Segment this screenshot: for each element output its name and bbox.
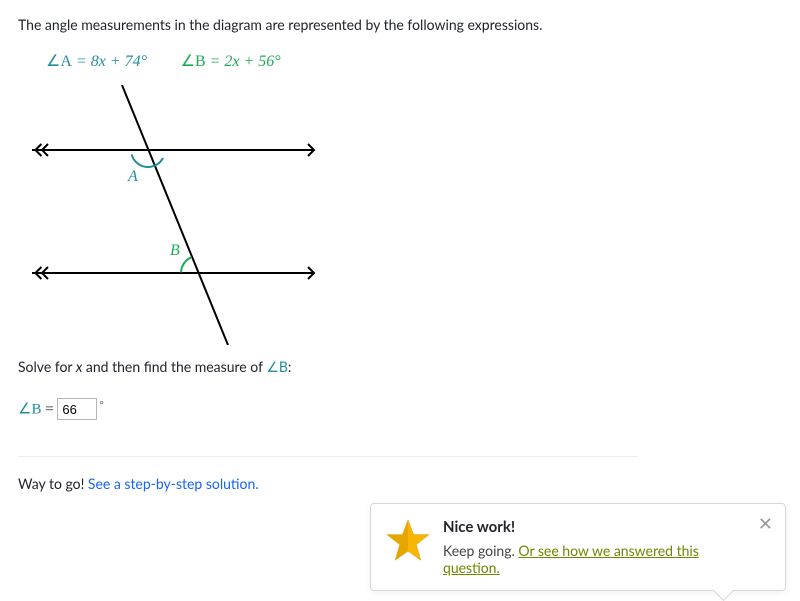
answer-equals: = (41, 402, 57, 418)
question-intro: The angle measurements in the diagram ar… (18, 16, 782, 33)
expr-b: ∠B = 2x + 56° (181, 51, 281, 71)
toast-title: Nice work! (443, 518, 751, 536)
answer-row: ∠B = ° (18, 398, 782, 420)
toast-body: Keep going. Or see how we answered this … (443, 542, 751, 576)
solve-suffix: and then find the measure of (82, 358, 266, 375)
inline-feedback: Way to go! See a step-by-step solution. (18, 475, 782, 492)
expr-b-angle: ∠B (181, 53, 206, 70)
expr-a-angle: ∠A (46, 53, 72, 70)
feedback-cheer: Way to go! (18, 475, 88, 492)
solve-colon: : (288, 358, 292, 375)
solve-prompt: Solve for x and then find the measure of… (18, 358, 782, 376)
close-icon[interactable]: ✕ (758, 514, 773, 532)
solve-angle: ∠B (266, 358, 288, 375)
svg-text:A: A (127, 168, 138, 185)
answer-angle-label: ∠B (18, 402, 41, 418)
expr-b-rhs: = 2x + 56° (206, 53, 281, 70)
svg-text:B: B (170, 242, 180, 259)
expr-a: ∠A = 8x + 74° (46, 51, 147, 71)
success-toast: ✕ Nice work! Keep going. Or see how we a… (370, 503, 786, 591)
toast-keep-going: Keep going. (443, 542, 518, 559)
angle-expressions: ∠A = 8x + 74° ∠B = 2x + 56° (46, 51, 782, 71)
star-icon (385, 518, 431, 564)
angle-diagram: AB (20, 85, 782, 348)
step-by-step-link[interactable]: See a step-by-step solution. (88, 475, 259, 492)
expr-a-rhs: = 8x + 74° (72, 53, 147, 70)
solve-prefix: Solve for (18, 358, 76, 375)
divider (18, 456, 638, 457)
answer-unit: ° (99, 399, 103, 411)
answer-input[interactable] (57, 398, 97, 420)
